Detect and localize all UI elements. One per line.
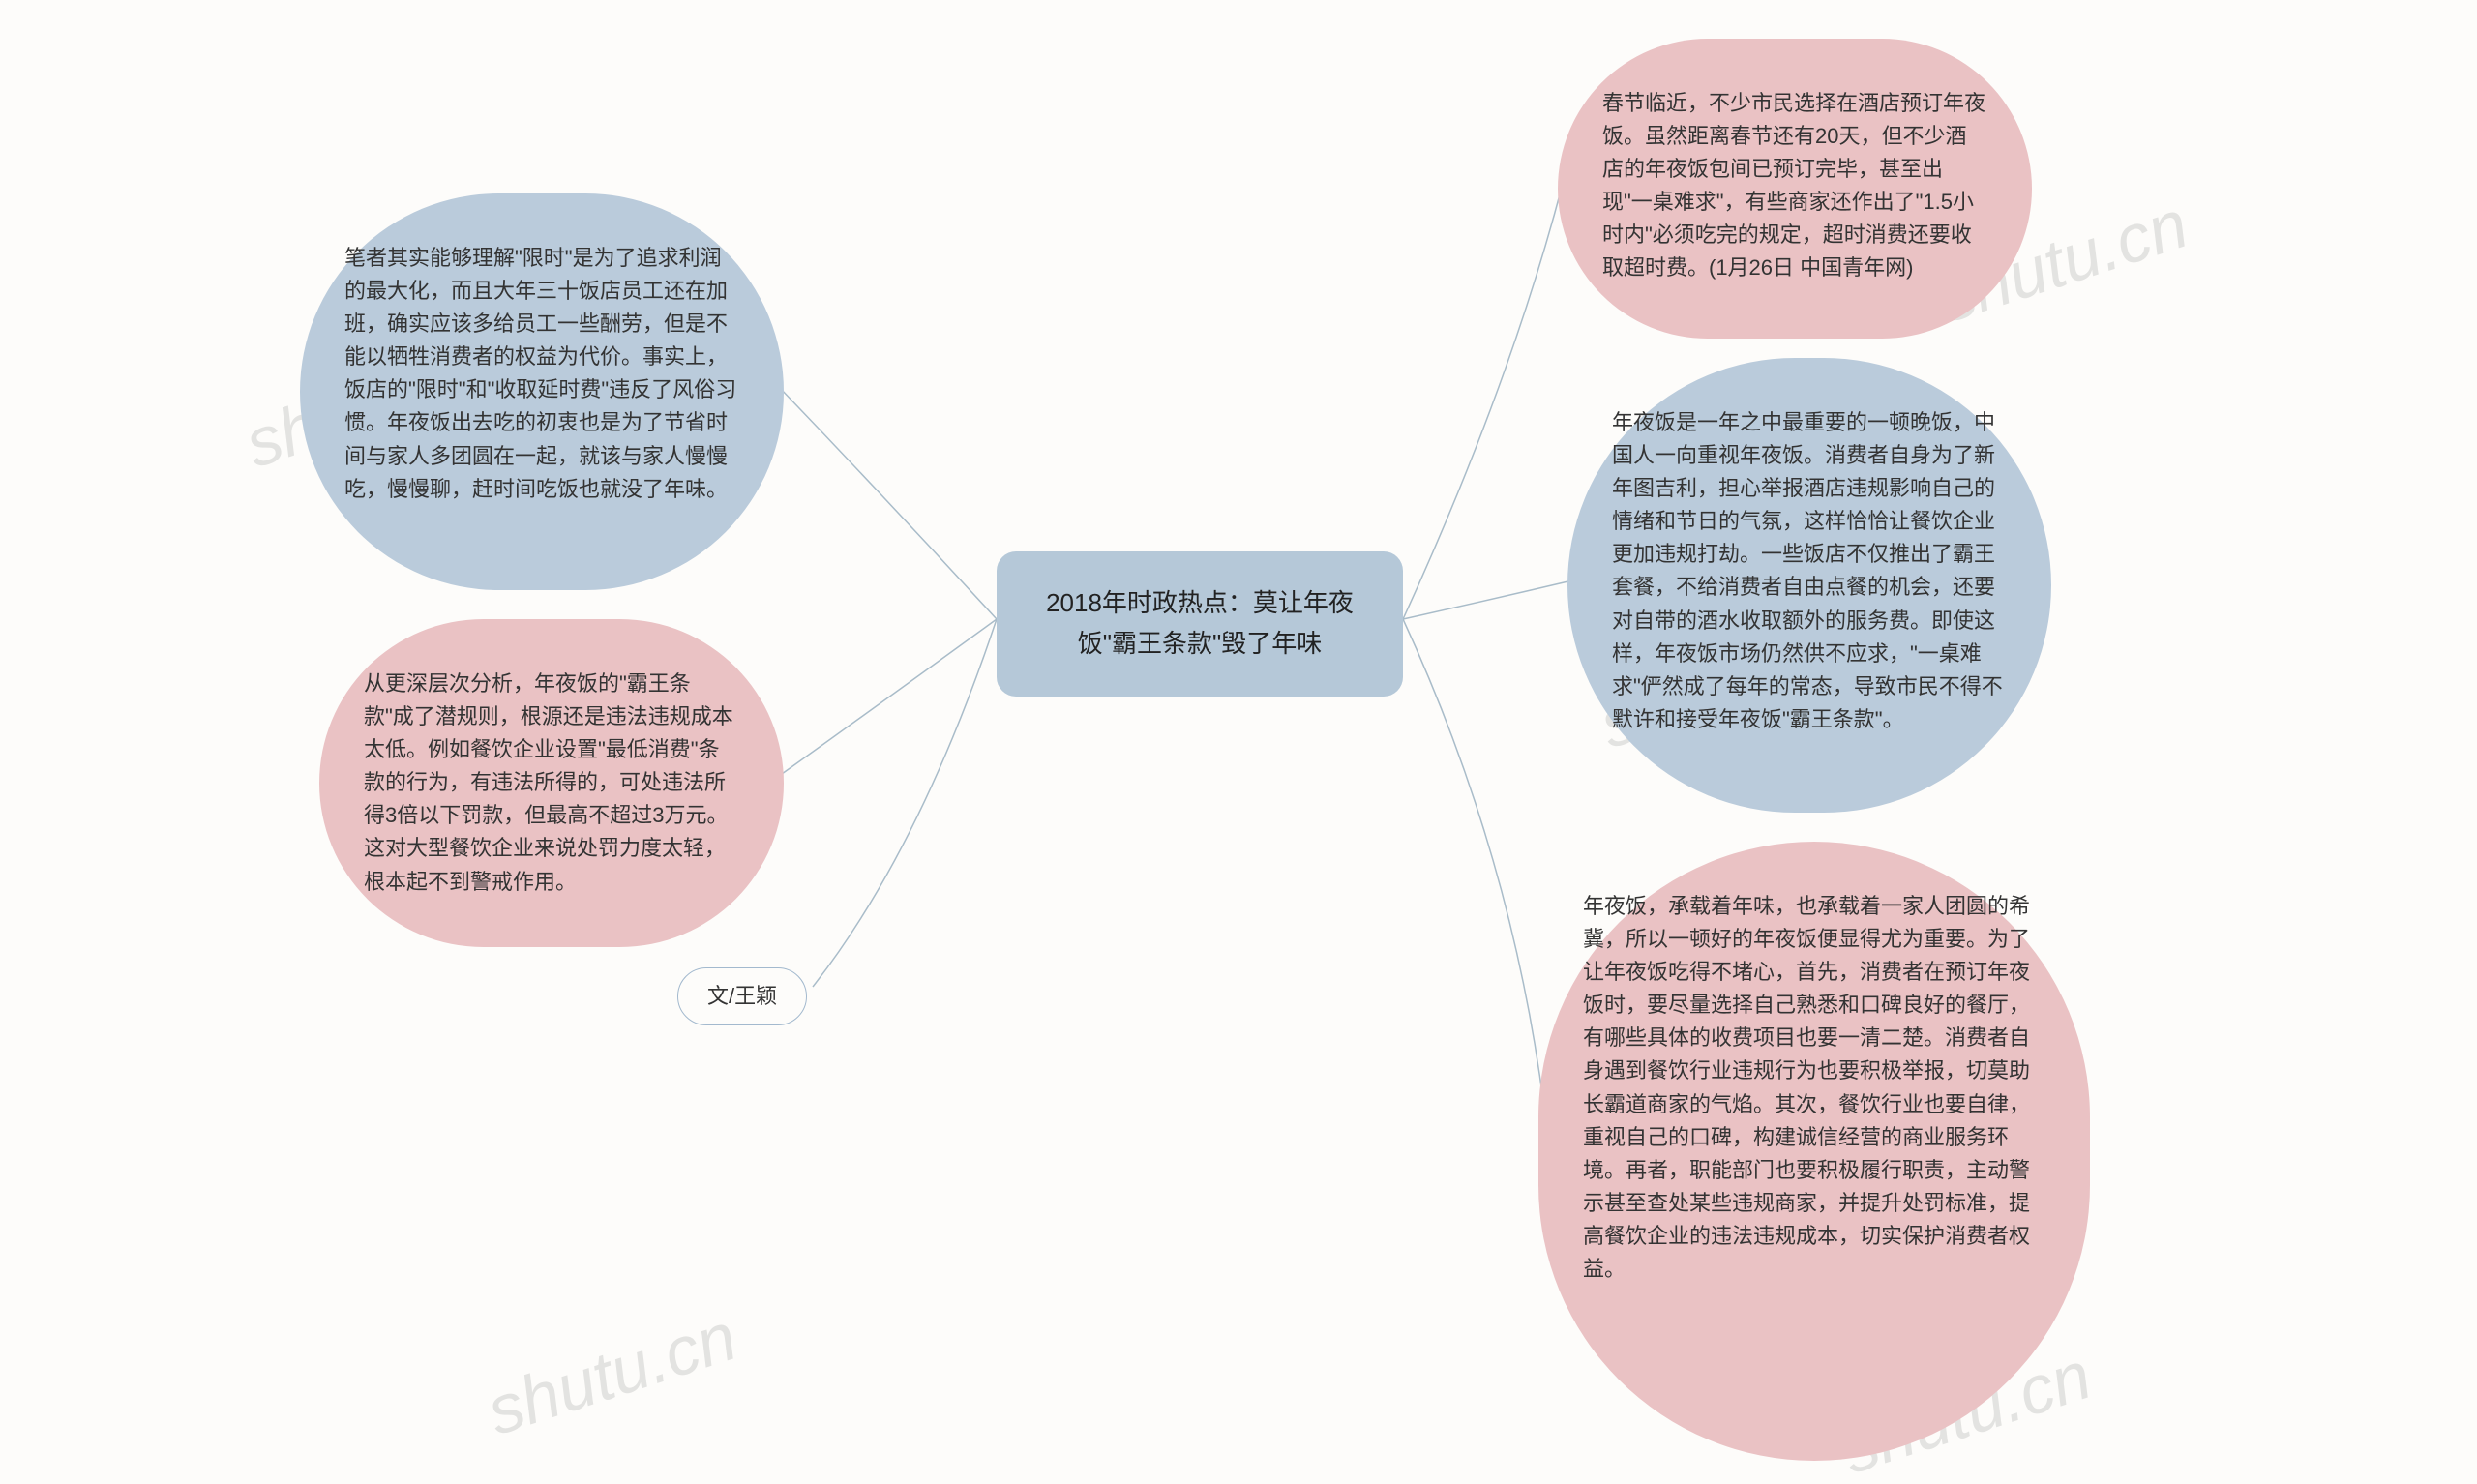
- branch-node-1[interactable]: 春节临近，不少市民选择在酒店预订年夜饭。虽然距离春节还有20天，但不少酒店的年夜…: [1558, 39, 2032, 339]
- author-text: 文/王颖: [707, 984, 777, 1008]
- branch-text: 从更深层次分析，年夜饭的"霸王条款"成了潜规则，根源还是违法违规成本太低。例如餐…: [364, 671, 733, 894]
- watermark: shutu.cn: [478, 1297, 745, 1450]
- mindmap-canvas: shutu.cn shutu.cn shutu.cn shutu.cn shut…: [0, 0, 2477, 1484]
- author-node[interactable]: 文/王颖: [677, 967, 807, 1025]
- branch-text: 年夜饭，承载着年味，也承载着一家人团圆的希冀，所以一顿好的年夜饭便显得尤为重要。…: [1583, 894, 2030, 1281]
- branch-node-2[interactable]: 年夜饭是一年之中最重要的一顿晚饭，中国人一向重视年夜饭。消费者自身为了新年图吉利…: [1567, 358, 2051, 813]
- branch-text: 笔者其实能够理解"限时"是为了追求利润的最大化，而且大年三十饭店员工还在加班，确…: [344, 246, 736, 501]
- branch-node-5[interactable]: 从更深层次分析，年夜饭的"霸王条款"成了潜规则，根源还是违法违规成本太低。例如餐…: [319, 619, 784, 947]
- branch-node-4[interactable]: 笔者其实能够理解"限时"是为了追求利润的最大化，而且大年三十饭店员工还在加班，确…: [300, 193, 784, 590]
- branch-node-3[interactable]: 年夜饭，承载着年味，也承载着一家人团圆的希冀，所以一顿好的年夜饭便显得尤为重要。…: [1538, 842, 2090, 1461]
- center-topic[interactable]: 2018年时政热点：莫让年夜饭"霸王条款"毁了年味: [997, 551, 1403, 697]
- branch-text: 春节临近，不少市民选择在酒店预订年夜饭。虽然距离春节还有20天，但不少酒店的年夜…: [1602, 91, 1985, 280]
- branch-text: 年夜饭是一年之中最重要的一顿晚饭，中国人一向重视年夜饭。消费者自身为了新年图吉利…: [1612, 410, 2003, 731]
- center-topic-text: 2018年时政热点：莫让年夜饭"霸王条款"毁了年味: [1035, 583, 1364, 664]
